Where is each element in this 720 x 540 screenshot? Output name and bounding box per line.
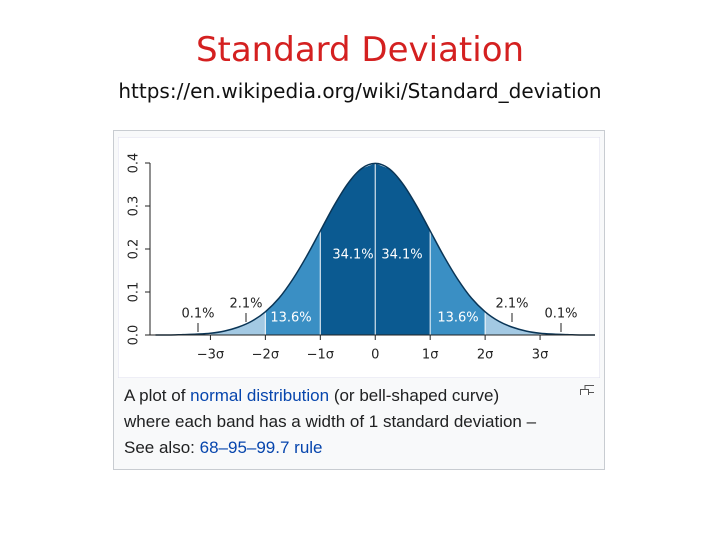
x-tick-label: −2σ bbox=[252, 348, 279, 363]
enlarge-icon[interactable] bbox=[580, 385, 594, 395]
chart: 0.1% 2.1% 13.6% 34.1% 34.1% 13.6% 2.1% 0.1% 0.0 0… bbox=[118, 137, 600, 378]
caption-link[interactable]: 68–95–99.7 rule bbox=[199, 438, 323, 457]
slide-title: Standard Deviation bbox=[195, 30, 525, 70]
y-tick-label: 0.2 bbox=[127, 239, 142, 260]
band-label: 34.1% bbox=[381, 248, 422, 263]
band bbox=[485, 311, 541, 335]
caption-text: (or bell-shaped curve) bbox=[333, 386, 500, 405]
caption-text: A plot of bbox=[124, 386, 186, 405]
band-label: 2.1% bbox=[495, 297, 528, 312]
caption-text: See also: bbox=[124, 438, 195, 457]
y-tick-label: 0.4 bbox=[127, 153, 142, 174]
x-tick-label: −3σ bbox=[197, 348, 224, 363]
x-tick-label: 1σ bbox=[422, 348, 439, 363]
y-tick-label: 0.1 bbox=[127, 282, 142, 303]
caption-line: A plot of normal distribution (or bell-s… bbox=[124, 383, 536, 409]
band-label: 0.1% bbox=[181, 307, 214, 322]
caption-text: where each band has a width of 1 standar… bbox=[124, 412, 537, 431]
curve bbox=[155, 162, 596, 336]
band bbox=[210, 311, 266, 335]
band-label: 0.1% bbox=[544, 307, 577, 322]
x-tick-label: 3σ bbox=[532, 348, 549, 363]
band-label: 13.6% bbox=[437, 311, 478, 326]
band-label: 34.1% bbox=[332, 248, 373, 263]
y-tick-label: 0.0 bbox=[127, 325, 142, 346]
x-tick-label: 2σ bbox=[477, 348, 494, 363]
x-tick-label: 0 bbox=[371, 348, 379, 363]
caption-line: See also: 68–95–99.7 rule bbox=[124, 435, 536, 461]
y-tick-label: 0.3 bbox=[127, 196, 142, 217]
band-label: 13.6% bbox=[270, 311, 311, 326]
caption-link[interactable]: normal distribution bbox=[190, 386, 330, 405]
band-label: 2.1% bbox=[229, 297, 262, 312]
slide-url: https://en.wikipedia.org/wiki/Standard_d… bbox=[118, 79, 602, 103]
x-tick-label: −1σ bbox=[307, 348, 334, 363]
caption-line: where each band has a width of 1 standar… bbox=[124, 409, 536, 435]
caption: A plot of normal distribution (or bell-s… bbox=[124, 383, 536, 461]
